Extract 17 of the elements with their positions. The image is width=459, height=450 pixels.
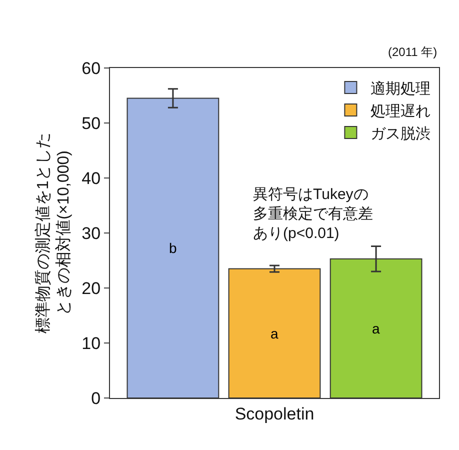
y-tick-label: 20 <box>82 278 101 298</box>
annotation: 異符号はTukeyの多重検定で有意差あり(p<0.01) <box>253 186 373 242</box>
y-tick-label: 50 <box>82 114 101 133</box>
y-tick-label: 30 <box>82 224 101 243</box>
y-tick-label: 0 <box>91 388 101 408</box>
x-tick-label: Scopoletin <box>234 404 314 424</box>
legend-label: 処理遅れ <box>370 102 431 120</box>
data-label: a <box>270 325 278 342</box>
y-tick-label: 60 <box>82 58 101 78</box>
data-label: a <box>372 320 380 336</box>
legend-label: ガス脱渋 <box>370 125 431 142</box>
y-axis-title: 標準物質の測定値を1としたときの相対値(×10,000) <box>34 132 73 334</box>
legend-label: 適期処理 <box>370 80 431 98</box>
y-tick-label: 40 <box>82 168 101 188</box>
data-label: b <box>168 240 177 256</box>
text: (2011 年) <box>388 45 438 59</box>
y-tick-label: 10 <box>82 334 101 353</box>
